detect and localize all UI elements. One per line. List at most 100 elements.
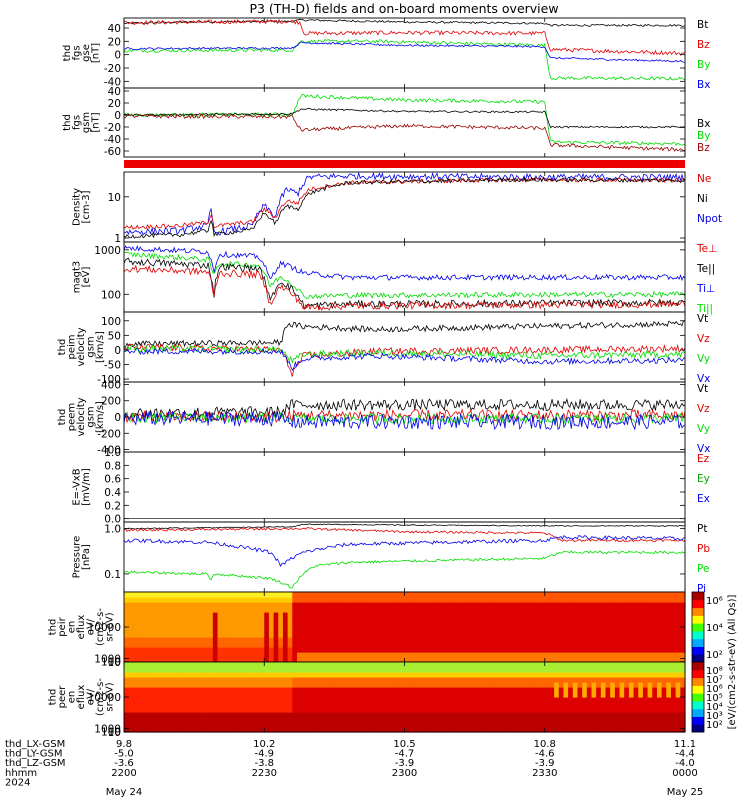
heatmap-cell xyxy=(544,667,551,673)
heatmap-cell xyxy=(198,692,205,698)
heatmap-cell xyxy=(189,677,195,683)
heatmap-cell xyxy=(568,702,574,708)
heatmap-cell xyxy=(572,662,579,668)
heatmap-cell xyxy=(526,672,532,678)
heatmap-cell xyxy=(441,657,448,663)
heatmap-cell xyxy=(306,637,312,643)
heatmap-cell xyxy=(198,607,205,613)
heatmap-cell xyxy=(217,662,223,668)
heatmap-cell xyxy=(306,717,312,723)
heatmap-cell xyxy=(502,717,508,723)
heatmap-cell xyxy=(451,692,457,698)
heatmap-cell xyxy=(638,707,644,713)
heatmap-cell xyxy=(633,677,639,683)
heatmap-cell xyxy=(582,682,588,688)
heatmap-cell xyxy=(586,597,593,603)
heatmap-cell xyxy=(348,612,354,618)
heatmap-cell xyxy=(254,702,261,708)
heatmap-cell xyxy=(390,622,396,628)
heatmap-cell xyxy=(502,632,508,638)
heatmap-cell xyxy=(521,712,527,718)
heatmap-cell xyxy=(212,722,219,728)
heatmap-cell xyxy=(268,712,275,718)
heatmap-cell xyxy=(399,692,406,698)
heatmap-cell xyxy=(437,687,443,693)
heatmap-cell xyxy=(451,662,457,668)
heatmap-cell xyxy=(259,677,265,683)
heatmap-cell xyxy=(540,612,546,618)
heatmap-cell xyxy=(348,697,354,703)
heatmap-cell xyxy=(642,722,649,728)
heatmap-cell xyxy=(670,727,677,733)
heatmap-cell xyxy=(212,672,219,678)
heatmap-cell xyxy=(418,697,424,703)
heatmap-cell xyxy=(661,642,667,648)
heatmap-cell xyxy=(138,657,144,663)
heatmap-cell xyxy=(680,602,686,608)
heatmap-cell xyxy=(161,622,167,628)
heatmap-cell xyxy=(413,687,420,693)
heatmap-cell xyxy=(147,622,153,628)
heatmap-cell xyxy=(371,697,378,703)
heatmap-cell xyxy=(474,722,480,728)
heatmap-cell xyxy=(563,682,569,688)
heatmap-cell xyxy=(231,707,237,713)
heatmap-cell xyxy=(404,642,410,648)
heatmap-cell xyxy=(259,642,265,648)
heatmap-cell xyxy=(628,717,635,723)
colorbar-tick-label: 10⁸ xyxy=(706,666,723,677)
heatmap-cell xyxy=(212,702,219,708)
heatmap-cell xyxy=(549,647,555,653)
heatmap-cell xyxy=(138,597,144,603)
heatmap-cell xyxy=(325,677,331,683)
x-tick-label: 2300 xyxy=(392,768,417,779)
heatmap-cell xyxy=(292,672,298,678)
heatmap-cell xyxy=(586,707,593,713)
heatmap-cell xyxy=(670,612,677,618)
heatmap-cell xyxy=(399,712,406,718)
heatmap-cell xyxy=(301,667,307,673)
heatmap-cell xyxy=(568,617,574,623)
heatmap-cell xyxy=(469,712,476,718)
heatmap-cell xyxy=(152,707,158,713)
heatmap-cell xyxy=(245,612,251,618)
heatmap-cell xyxy=(427,612,434,618)
heatmap-cell xyxy=(395,697,401,703)
heatmap-cell xyxy=(656,637,663,643)
heatmap-cell xyxy=(320,702,326,708)
heatmap-cell xyxy=(432,722,438,728)
heatmap-cell xyxy=(479,667,485,673)
heatmap-cell xyxy=(675,697,681,703)
heatmap-cell xyxy=(460,642,466,648)
heatmap-cell xyxy=(516,677,522,683)
heatmap-cell xyxy=(488,727,494,733)
heatmap-cell xyxy=(273,662,279,668)
y-tick-label: 40 xyxy=(108,23,121,35)
heatmap-cell xyxy=(469,627,476,633)
heatmap-cell xyxy=(222,722,228,728)
heatmap-cell xyxy=(451,697,457,703)
heatmap-cell xyxy=(385,632,392,638)
heatmap-cell xyxy=(516,682,522,688)
heatmap-cell xyxy=(638,657,644,663)
heatmap-cell xyxy=(526,597,532,603)
heatmap-cell xyxy=(680,697,686,703)
heatmap-cell xyxy=(250,687,256,693)
heatmap-cell xyxy=(264,607,270,613)
heatmap-cell xyxy=(292,682,298,688)
heatmap-cell xyxy=(395,702,401,708)
heatmap-cell xyxy=(619,602,625,608)
heatmap-cell xyxy=(385,637,392,643)
heatmap-cell xyxy=(301,627,307,633)
heatmap-cell xyxy=(339,637,345,643)
heatmap-cell xyxy=(184,637,191,643)
heatmap-cell xyxy=(175,602,181,608)
heatmap-cell xyxy=(236,602,242,608)
heatmap-cell xyxy=(152,712,158,718)
heatmap-cell xyxy=(670,597,677,603)
heatmap-cell xyxy=(362,597,368,603)
heatmap-cell xyxy=(203,687,209,693)
heatmap-cell xyxy=(348,642,354,648)
heatmap-cell xyxy=(353,722,359,728)
heatmap-cell xyxy=(530,652,536,658)
